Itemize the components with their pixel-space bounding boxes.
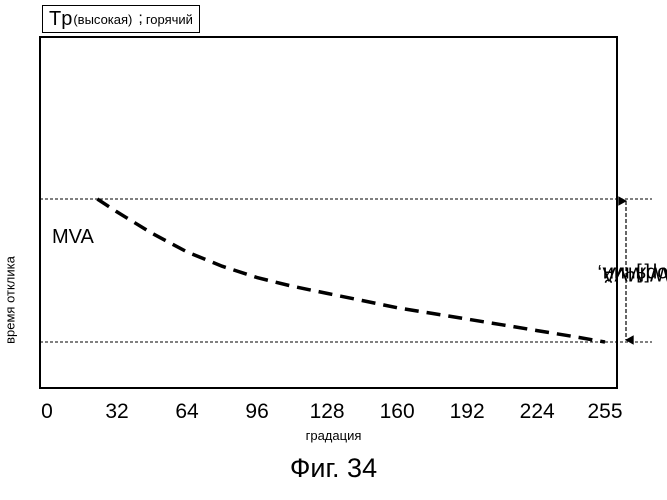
x-tick-label: 128 (310, 400, 345, 423)
tw-annotation: TW[MVA, горячий] (597, 178, 667, 368)
tw-annotation-close: ] (636, 262, 642, 285)
title-tail: горячий (145, 11, 193, 27)
x-tick-label: 96 (245, 400, 268, 423)
x-tick-label: 64 (175, 400, 199, 423)
series-line-0 (96, 197, 606, 344)
x-tick-label: 192 (450, 400, 485, 423)
tw-annotation-sub: горячий (602, 262, 667, 285)
title-separator: ; (138, 10, 143, 27)
y-axis-label: время отклика (2, 225, 18, 375)
plot-frame (39, 36, 618, 389)
x-tick-label: 224 (520, 400, 555, 423)
chart-title-box: Tp (высокая) ; горячий (42, 5, 200, 33)
figure-caption: Фиг. 34 (289, 453, 378, 483)
title-main: Tp (49, 7, 73, 30)
x-tick-label: 0 (41, 400, 53, 423)
y-axis-label-text: время отклика (2, 256, 18, 344)
x-tick-label: 160 (380, 400, 415, 423)
series-label-0: MVA (52, 226, 95, 248)
title-sub: (высокая) (73, 11, 133, 27)
x-tick-label: 255 (587, 400, 622, 423)
x-tick-label: 32 (105, 400, 128, 423)
x-axis-label: градация (305, 428, 362, 443)
